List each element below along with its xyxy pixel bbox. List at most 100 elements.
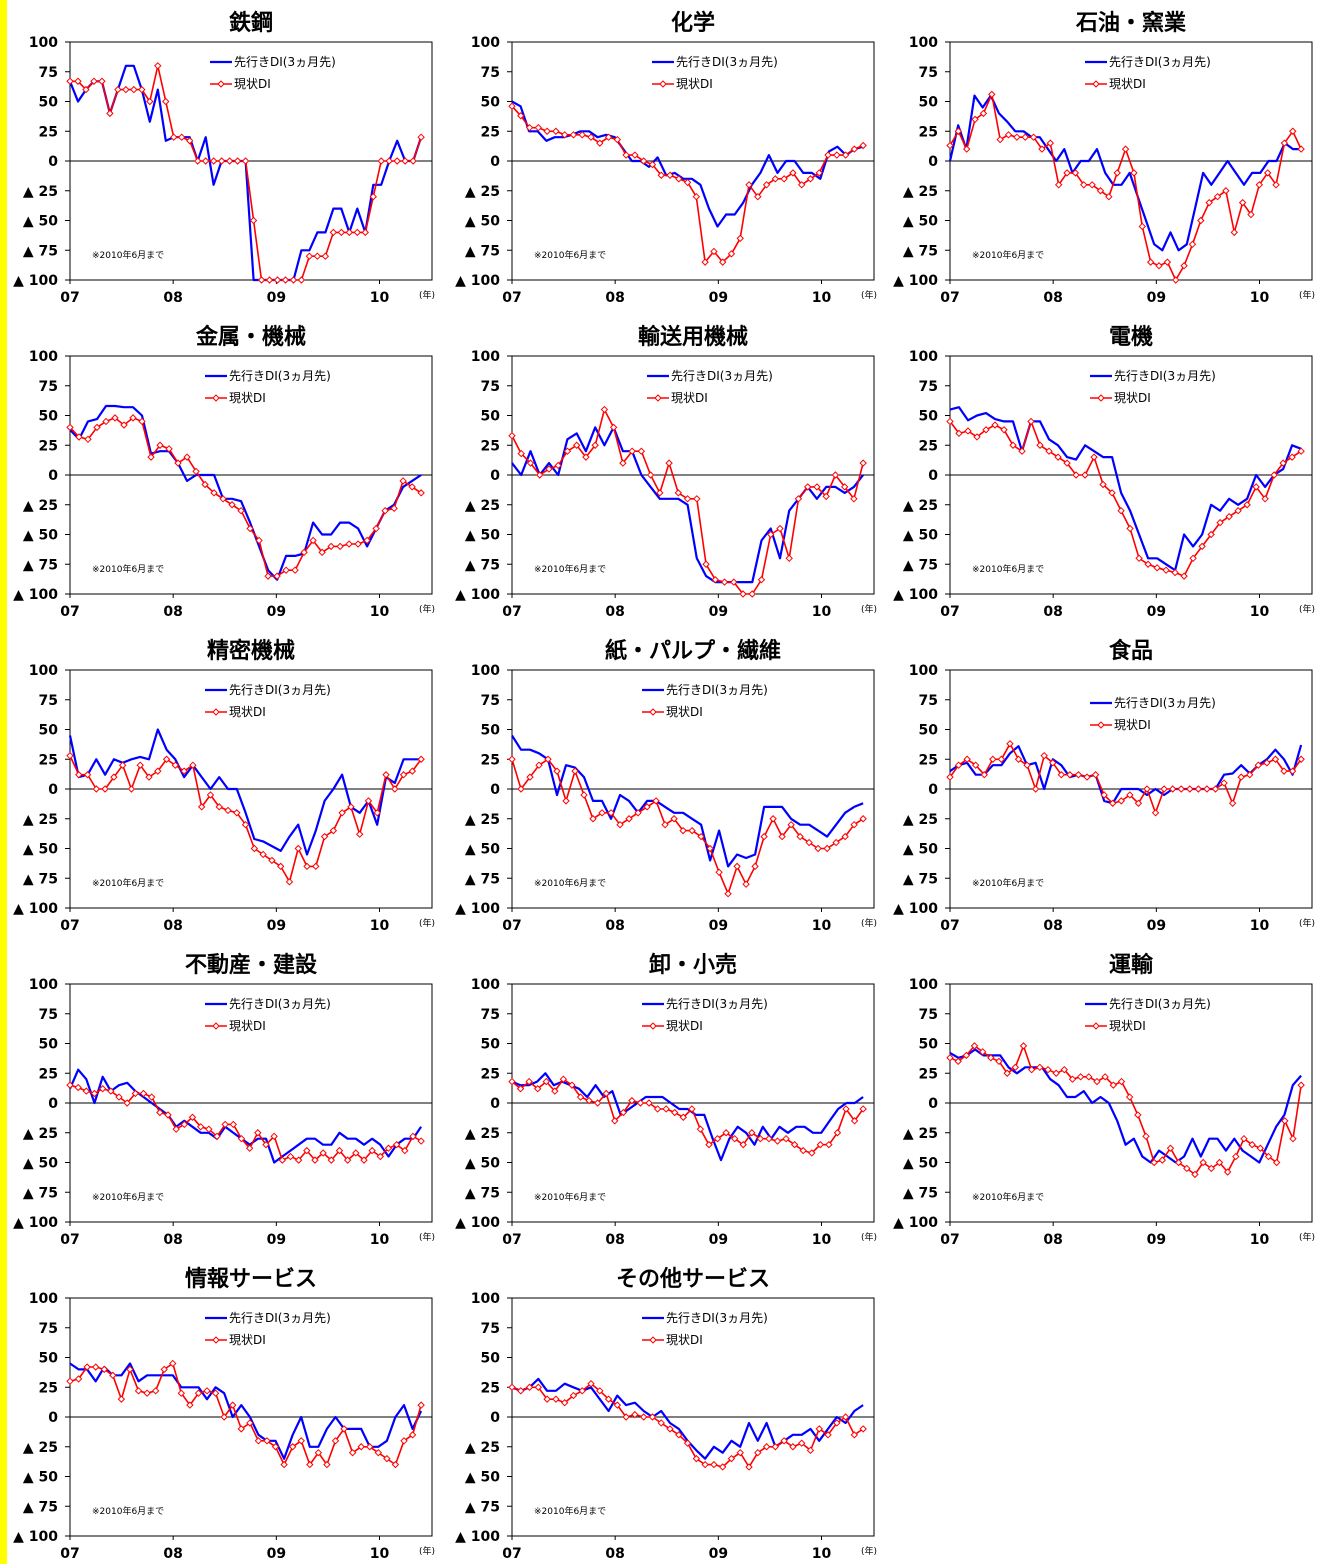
x-tick-label: 10: [1250, 604, 1270, 620]
y-tick-label: 25: [481, 752, 500, 768]
data-point-marker: [1085, 1073, 1093, 1081]
y-tick-label: ▲ 100: [13, 587, 58, 603]
y-tick-label: 100: [29, 977, 58, 993]
data-point-marker: [628, 1096, 636, 1105]
data-point-marker: [980, 771, 988, 779]
data-point-marker: [1130, 169, 1138, 177]
data-point-marker: [1246, 771, 1254, 779]
data-point-marker: [639, 1413, 648, 1421]
data-point-marker: [859, 141, 867, 150]
data-point-marker: [229, 1401, 237, 1409]
series-line-forecast: [69, 1362, 423, 1460]
data-point-marker: [1027, 1065, 1036, 1074]
y-tick-label: 25: [481, 1066, 500, 1082]
data-point-marker: [102, 417, 110, 426]
x-tick-label: 07: [502, 604, 521, 620]
series-line-forecast: [949, 1048, 1302, 1164]
data-point-marker: [408, 767, 417, 775]
year-unit-label: (年): [861, 917, 877, 929]
x-tick-label: 10: [812, 290, 832, 306]
data-point-marker: [1100, 791, 1108, 799]
legend-label-current: 現状DI: [666, 1019, 703, 1033]
data-point-marker: [652, 797, 660, 805]
legend-label-forecast: 先行きDI(3ヵ月先): [229, 369, 331, 383]
data-point-marker: [209, 157, 218, 165]
data-point-marker: [366, 1443, 374, 1451]
note-text: ※2010年6月まで: [534, 249, 606, 261]
data-point-marker: [194, 1389, 203, 1397]
legend-label-forecast: 先行きDI(3ヵ月先): [671, 369, 773, 383]
data-point-marker: [127, 785, 136, 793]
data-point-marker: [736, 1448, 744, 1457]
data-point-marker: [118, 761, 127, 769]
data-point-marker: [563, 447, 572, 455]
x-tick-label: 07: [60, 290, 79, 306]
data-point-marker: [508, 1383, 516, 1391]
data-point-marker: [101, 785, 109, 793]
data-point-marker: [646, 471, 655, 479]
chart-title: 鉄鋼: [229, 10, 273, 36]
data-point-marker: [628, 447, 636, 455]
data-point-marker: [1099, 480, 1107, 489]
data-point-marker: [273, 276, 282, 284]
data-point-marker: [850, 495, 858, 503]
data-point-marker: [1076, 1073, 1085, 1081]
data-point-marker: [776, 524, 784, 533]
data-point-marker: [797, 181, 806, 189]
legend-label-forecast: 先行きDI(3ヵ月先): [229, 1311, 331, 1325]
y-tick-label: 75: [481, 693, 500, 709]
data-point-marker: [756, 1134, 765, 1143]
data-point-marker: [183, 453, 191, 461]
data-point-marker: [1238, 198, 1247, 207]
legend: 先行きDI(3ヵ月先) 現状DI: [642, 1311, 768, 1347]
x-tick-label: 07: [60, 918, 79, 934]
data-point-marker: [393, 157, 401, 165]
data-point-marker: [1240, 1134, 1248, 1143]
legend-marker-current: [212, 708, 220, 716]
y-tick-label: 25: [39, 1380, 58, 1396]
y-tick-label: 0: [928, 468, 938, 484]
data-point-marker: [331, 1437, 340, 1445]
y-tick-label: ▲ 75: [23, 871, 58, 887]
data-point-marker: [710, 247, 718, 256]
data-point-marker: [622, 1413, 630, 1421]
data-point-marker: [162, 97, 170, 106]
data-point-marker: [780, 175, 788, 183]
x-tick-label: 09: [1147, 1232, 1166, 1248]
data-point-marker: [327, 542, 335, 551]
legend-label-current: 現状DI: [666, 1333, 703, 1347]
x-tick-label: 09: [1147, 918, 1166, 934]
chart-title: 卸・小売: [649, 952, 737, 978]
data-point-marker: [988, 90, 996, 99]
data-point-marker: [1101, 1073, 1109, 1081]
data-point-marker: [576, 1093, 585, 1101]
legend-label-forecast: 先行きDI(3ヵ月先): [1109, 55, 1211, 69]
data-point-marker: [751, 862, 759, 871]
data-point-marker: [1183, 1164, 1191, 1173]
data-point-marker: [220, 1413, 228, 1421]
data-point-marker: [408, 1431, 417, 1439]
data-point-marker: [1093, 1077, 1101, 1086]
data-point-marker: [1021, 133, 1029, 141]
data-point-marker: [1207, 1164, 1216, 1173]
data-point-marker: [1211, 785, 1220, 793]
legend: 先行きDI(3ヵ月先) 現状DI: [205, 683, 331, 719]
legend-marker-current: [1092, 1022, 1100, 1030]
data-point-marker: [1281, 1117, 1289, 1125]
data-point-marker: [517, 1387, 525, 1395]
data-point-marker: [656, 489, 664, 497]
data-point-marker: [143, 1389, 151, 1397]
data-point-marker: [516, 1085, 525, 1093]
x-tick-label: 09: [709, 1232, 728, 1248]
data-point-marker: [369, 192, 377, 201]
data-point-marker: [1029, 133, 1038, 141]
data-point-marker: [1072, 471, 1080, 479]
data-point-marker: [98, 77, 106, 85]
legend-marker-current: [1097, 721, 1105, 729]
data-point-marker: [596, 139, 604, 147]
y-tick-label: 50: [481, 1351, 501, 1367]
data-point-marker: [1054, 453, 1062, 461]
y-tick-label: 100: [471, 1291, 500, 1307]
y-tick-label: ▲ 75: [903, 557, 938, 573]
